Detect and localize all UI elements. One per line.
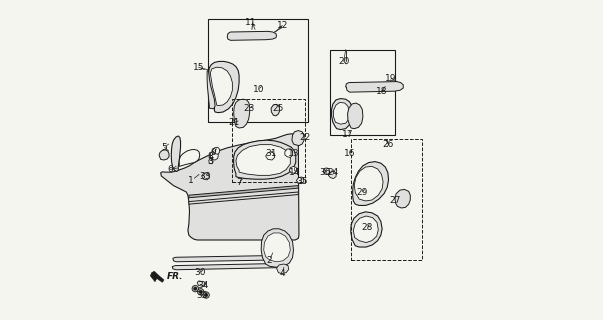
Polygon shape xyxy=(353,162,388,205)
Text: 35: 35 xyxy=(297,177,308,186)
Polygon shape xyxy=(346,82,403,92)
Circle shape xyxy=(192,285,198,292)
Text: 33: 33 xyxy=(199,172,210,180)
Text: 24: 24 xyxy=(327,168,338,177)
Circle shape xyxy=(199,290,202,293)
Polygon shape xyxy=(233,140,295,179)
Polygon shape xyxy=(172,263,288,270)
Text: 34: 34 xyxy=(197,281,209,290)
Text: 7: 7 xyxy=(236,178,242,187)
Text: 31: 31 xyxy=(265,149,277,158)
Polygon shape xyxy=(333,102,350,124)
Circle shape xyxy=(323,168,330,174)
Polygon shape xyxy=(189,186,298,198)
Text: 10: 10 xyxy=(253,85,264,94)
Text: 8: 8 xyxy=(207,152,213,161)
Polygon shape xyxy=(292,131,304,146)
Text: 17: 17 xyxy=(342,130,353,139)
Polygon shape xyxy=(189,192,298,204)
Bar xyxy=(232,99,305,182)
Polygon shape xyxy=(161,134,299,240)
Polygon shape xyxy=(355,166,383,201)
Text: 12: 12 xyxy=(277,21,288,30)
Polygon shape xyxy=(227,31,277,40)
Text: 1: 1 xyxy=(188,176,194,185)
Polygon shape xyxy=(151,271,164,282)
Bar xyxy=(330,50,395,135)
Text: 18: 18 xyxy=(376,87,387,96)
Polygon shape xyxy=(329,171,336,179)
Polygon shape xyxy=(395,189,410,208)
Polygon shape xyxy=(209,159,213,164)
Polygon shape xyxy=(209,61,239,113)
Polygon shape xyxy=(332,99,353,130)
Text: 3: 3 xyxy=(207,157,213,166)
Text: 19: 19 xyxy=(385,74,397,83)
Text: 11: 11 xyxy=(245,18,256,27)
Text: 2: 2 xyxy=(267,256,273,265)
Polygon shape xyxy=(171,136,180,172)
Text: 36: 36 xyxy=(319,168,330,177)
Text: 16: 16 xyxy=(344,149,355,158)
Polygon shape xyxy=(271,104,280,116)
Text: 30: 30 xyxy=(194,268,206,277)
Circle shape xyxy=(204,293,208,297)
Polygon shape xyxy=(197,281,206,286)
Bar xyxy=(208,19,308,122)
Text: 22: 22 xyxy=(300,133,311,142)
Text: 29: 29 xyxy=(356,188,367,197)
Polygon shape xyxy=(285,149,292,157)
Polygon shape xyxy=(212,147,219,154)
Polygon shape xyxy=(233,99,250,128)
Text: 6: 6 xyxy=(168,165,173,174)
Polygon shape xyxy=(173,255,286,262)
Text: 4: 4 xyxy=(279,269,285,278)
Polygon shape xyxy=(207,70,215,109)
Polygon shape xyxy=(210,151,218,160)
Polygon shape xyxy=(261,229,294,267)
Text: 14: 14 xyxy=(289,168,301,177)
Polygon shape xyxy=(210,67,232,106)
Text: 27: 27 xyxy=(390,196,401,204)
Text: 15: 15 xyxy=(193,63,204,72)
Text: 26: 26 xyxy=(383,140,394,149)
Polygon shape xyxy=(264,233,290,262)
Polygon shape xyxy=(266,152,274,160)
Polygon shape xyxy=(277,264,289,274)
Circle shape xyxy=(198,289,204,295)
Polygon shape xyxy=(347,103,363,129)
Text: 20: 20 xyxy=(338,57,349,66)
Circle shape xyxy=(194,287,197,290)
Text: 23: 23 xyxy=(244,104,255,113)
Polygon shape xyxy=(236,145,290,175)
Polygon shape xyxy=(351,212,382,247)
Polygon shape xyxy=(289,166,297,173)
Text: 21: 21 xyxy=(228,118,239,127)
Polygon shape xyxy=(353,216,378,243)
Text: FR.: FR. xyxy=(167,272,183,281)
Polygon shape xyxy=(201,173,209,180)
Text: 5: 5 xyxy=(162,143,168,152)
Circle shape xyxy=(203,292,209,298)
Text: 9: 9 xyxy=(210,148,216,156)
Text: 13: 13 xyxy=(288,149,299,158)
Text: 28: 28 xyxy=(361,223,373,232)
Polygon shape xyxy=(297,177,304,184)
Bar xyxy=(351,139,422,260)
Text: 32: 32 xyxy=(196,292,207,300)
Text: 25: 25 xyxy=(273,104,284,113)
Polygon shape xyxy=(179,149,200,166)
Polygon shape xyxy=(159,150,169,160)
